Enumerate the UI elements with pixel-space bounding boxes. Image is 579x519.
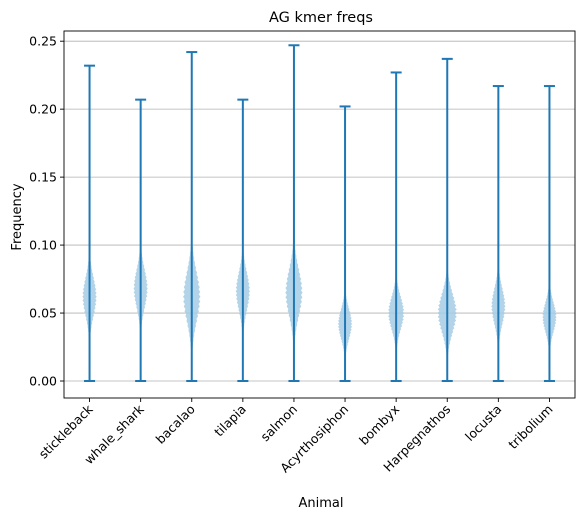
x-tick-label: bacalao: [153, 402, 198, 447]
y-axis-label: Frequency: [10, 183, 25, 250]
x-tick-label: locusta: [462, 402, 504, 444]
whiskers: [84, 44, 555, 383]
y-tick-label: 0.10: [29, 238, 57, 253]
y-tick-label: 0.05: [29, 306, 57, 321]
grid-lines: [64, 40, 575, 382]
plot-frame: [63, 30, 576, 399]
y-tick-label: 0.20: [29, 102, 57, 117]
x-tick-label: salmon: [257, 402, 300, 445]
y-tick-label: 0.00: [29, 374, 57, 389]
x-axis-label: Animal: [299, 496, 344, 511]
x-tick-label: bombyx: [356, 402, 402, 448]
chart-title: AG kmer freqs: [269, 10, 373, 26]
x-tick-label: tribolium: [505, 402, 555, 452]
y-axis-ticks: 0.00 0.05 0.10 0.15 0.20 0.25: [29, 34, 64, 389]
y-tick-label: 0.15: [29, 170, 57, 185]
y-tick-label: 0.25: [29, 34, 57, 49]
x-tick-label: tilapia: [211, 402, 249, 440]
